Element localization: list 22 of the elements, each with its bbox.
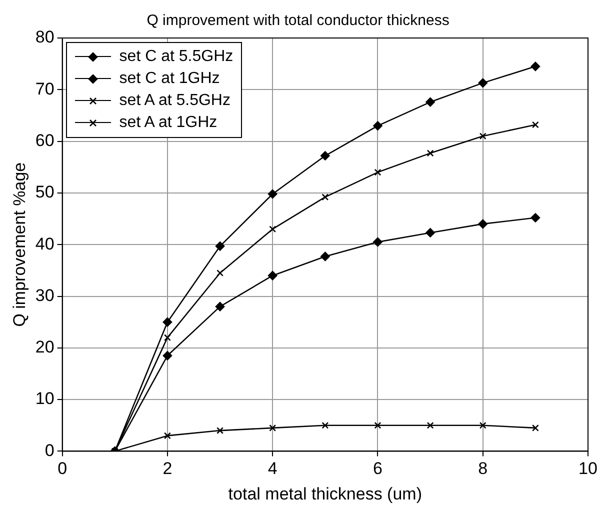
- x-tick-label: 10: [578, 459, 598, 478]
- x-tick-label: 2: [162, 459, 172, 478]
- legend-label: set C at 5.5GHz: [119, 47, 234, 67]
- x-tick-label: 8: [478, 459, 488, 478]
- legend-label: set A at 1GHz: [119, 113, 218, 133]
- y-tick-label: 80: [35, 28, 54, 47]
- y-tick-label: 40: [35, 234, 54, 254]
- y-tick-label: 60: [35, 130, 54, 150]
- y-axis-title: Q improvement %age: [10, 162, 29, 327]
- y-tick-label: 50: [35, 182, 54, 202]
- x-tick-label: 6: [372, 459, 382, 478]
- x-axis-title: total metal thickness (um): [228, 484, 422, 504]
- x-tick-label: 0: [58, 459, 68, 478]
- y-tick-label: 70: [35, 79, 54, 98]
- y-tick-label: 20: [35, 338, 54, 357]
- y-tick-label: 0: [44, 440, 54, 460]
- chart-title: Q improvement with total conductor thickness: [146, 12, 450, 30]
- legend-label: set A at 5.5GHz: [119, 91, 230, 111]
- y-tick-label: 10: [35, 389, 54, 408]
- y-tick-label: 30: [35, 286, 54, 305]
- x-tick-label: 4: [268, 459, 278, 478]
- legend-label: set C at 1GHz: [119, 69, 220, 89]
